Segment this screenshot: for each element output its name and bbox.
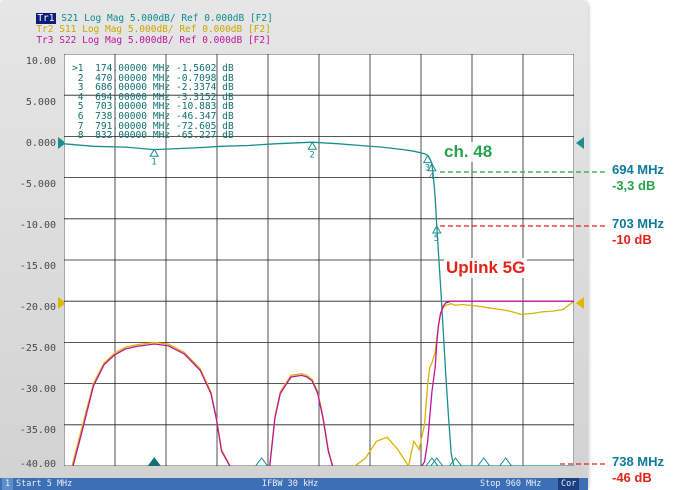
callout-738-db: -46 dB <box>612 470 652 485</box>
channel-48-label: ch. 48 <box>442 142 495 162</box>
y-tick-label: -20.00 <box>19 302 56 313</box>
marker-row[interactable]: 6 738.00000 MHz -46.347 dB <box>72 111 234 122</box>
marker-row[interactable]: 8 832.00000 MHz -65.227 dB <box>72 130 234 142</box>
network-analyzer-screen: Tr1 S21 Log Mag 5.000dB/ Ref 0.000dB [F2… <box>0 0 588 490</box>
trace-2-settings: S11 Log Mag 5.000dB/ Ref 0.000dB [F2] <box>53 24 271 35</box>
trace-line-1[interactable]: Tr1 S21 Log Mag 5.000dB/ Ref 0.000dB [F2… <box>2 2 582 24</box>
marker-triangle <box>422 154 433 164</box>
y-tick-label: -25.00 <box>19 343 56 354</box>
bottom-cursor-triangle <box>254 457 269 467</box>
uplink-5g-label: Uplink 5G <box>444 258 528 278</box>
y-tick-label: -35.00 <box>19 425 56 436</box>
marker-row[interactable]: >1 174.00000 MHz -1.5602 dB <box>72 63 234 74</box>
correction-indicator[interactable]: Cor <box>558 478 580 490</box>
bottom-cursor-triangle <box>476 457 491 467</box>
trace-1-settings: S21 Log Mag 5.000dB/ Ref 0.000dB [F2] <box>55 13 273 24</box>
y-tick-label: -5.000 <box>19 179 56 190</box>
marker-number: 4 <box>429 172 434 182</box>
y-tick-label: -40.00 <box>19 459 56 470</box>
trace-3-settings: S22 Log Mag 5.000dB/ Ref 0.000dB [F2] <box>53 35 271 46</box>
marker-number: 1 <box>151 157 156 167</box>
ref-level-marker-left-yellow[interactable] <box>58 297 66 309</box>
ref-level-marker-left[interactable] <box>58 137 66 149</box>
active-trace-badge[interactable]: Tr1 <box>36 13 56 24</box>
y-tick-label: 5.000 <box>25 97 56 108</box>
marker-triangle <box>431 225 442 234</box>
marker-row[interactable]: 3 686.00000 MHz -2.3374 dB <box>72 82 234 94</box>
marker-row[interactable]: 5 703.00000 MHz -10.883 dB <box>72 101 234 113</box>
bottom-cursor-triangle <box>448 457 463 467</box>
callout-703-db: -10 dB <box>612 232 652 247</box>
y-tick-label: 10.00 <box>25 56 56 67</box>
marker-number: 2 <box>309 150 314 160</box>
trace-header: Tr1 S21 Log Mag 5.000dB/ Ref 0.000dB [F2… <box>2 2 582 52</box>
callout-694-freq: 694 MHz <box>612 162 665 177</box>
marker-row[interactable]: 4 694.00000 MHz -3.3152 dB <box>72 91 234 103</box>
marker-triangle <box>149 148 160 157</box>
callout-738-freq: 738 MHz <box>612 454 665 469</box>
ref-level-marker-right[interactable] <box>576 137 584 149</box>
y-tick-label: -15.00 <box>19 261 56 272</box>
ref-level-marker-right-yellow[interactable] <box>576 297 584 309</box>
callout-694-db: -3,3 dB <box>612 178 656 193</box>
marker-triangle <box>427 162 437 172</box>
start-frequency[interactable]: Start 5 MHz <box>16 479 73 489</box>
marker-number: 5 <box>434 234 439 244</box>
callout-703-freq: 703 MHz <box>612 216 665 231</box>
marker-row[interactable]: 2 470.00000 MHz -0.7098 dB <box>72 72 234 84</box>
bottom-cursor-triangle <box>147 457 162 467</box>
marker-number: 3 <box>425 164 430 174</box>
stop-frequency[interactable]: Stop 960 MHz <box>480 479 542 489</box>
trace-2-label[interactable]: Tr2 <box>36 24 54 35</box>
y-tick-label: -10.00 <box>19 220 56 231</box>
status-bar: 1 Start 5 MHz IFBW 30 kHz Stop 960 MHz C… <box>0 478 588 490</box>
bottom-cursor-triangle <box>498 457 513 467</box>
channel-number[interactable]: 1 <box>2 478 14 490</box>
marker-triangle <box>307 141 318 150</box>
marker-row[interactable]: 7 791.00000 MHz -72.605 dB <box>72 120 234 132</box>
trace-3-label[interactable]: Tr3 <box>36 35 54 46</box>
trace-3-line <box>64 300 574 472</box>
ifbw-setting[interactable]: IFBW 30 kHz <box>262 479 319 489</box>
y-tick-label: -30.00 <box>19 384 56 395</box>
trace-line-2[interactable]: Tr2 S11 Log Mag 5.000dB/ Ref 0.000dB [F2… <box>2 13 582 35</box>
trace-line-3[interactable]: Tr3 S22 Log Mag 5.000dB/ Ref 0.000dB [F2… <box>2 24 582 46</box>
y-tick-label: 0.000 <box>25 138 56 149</box>
